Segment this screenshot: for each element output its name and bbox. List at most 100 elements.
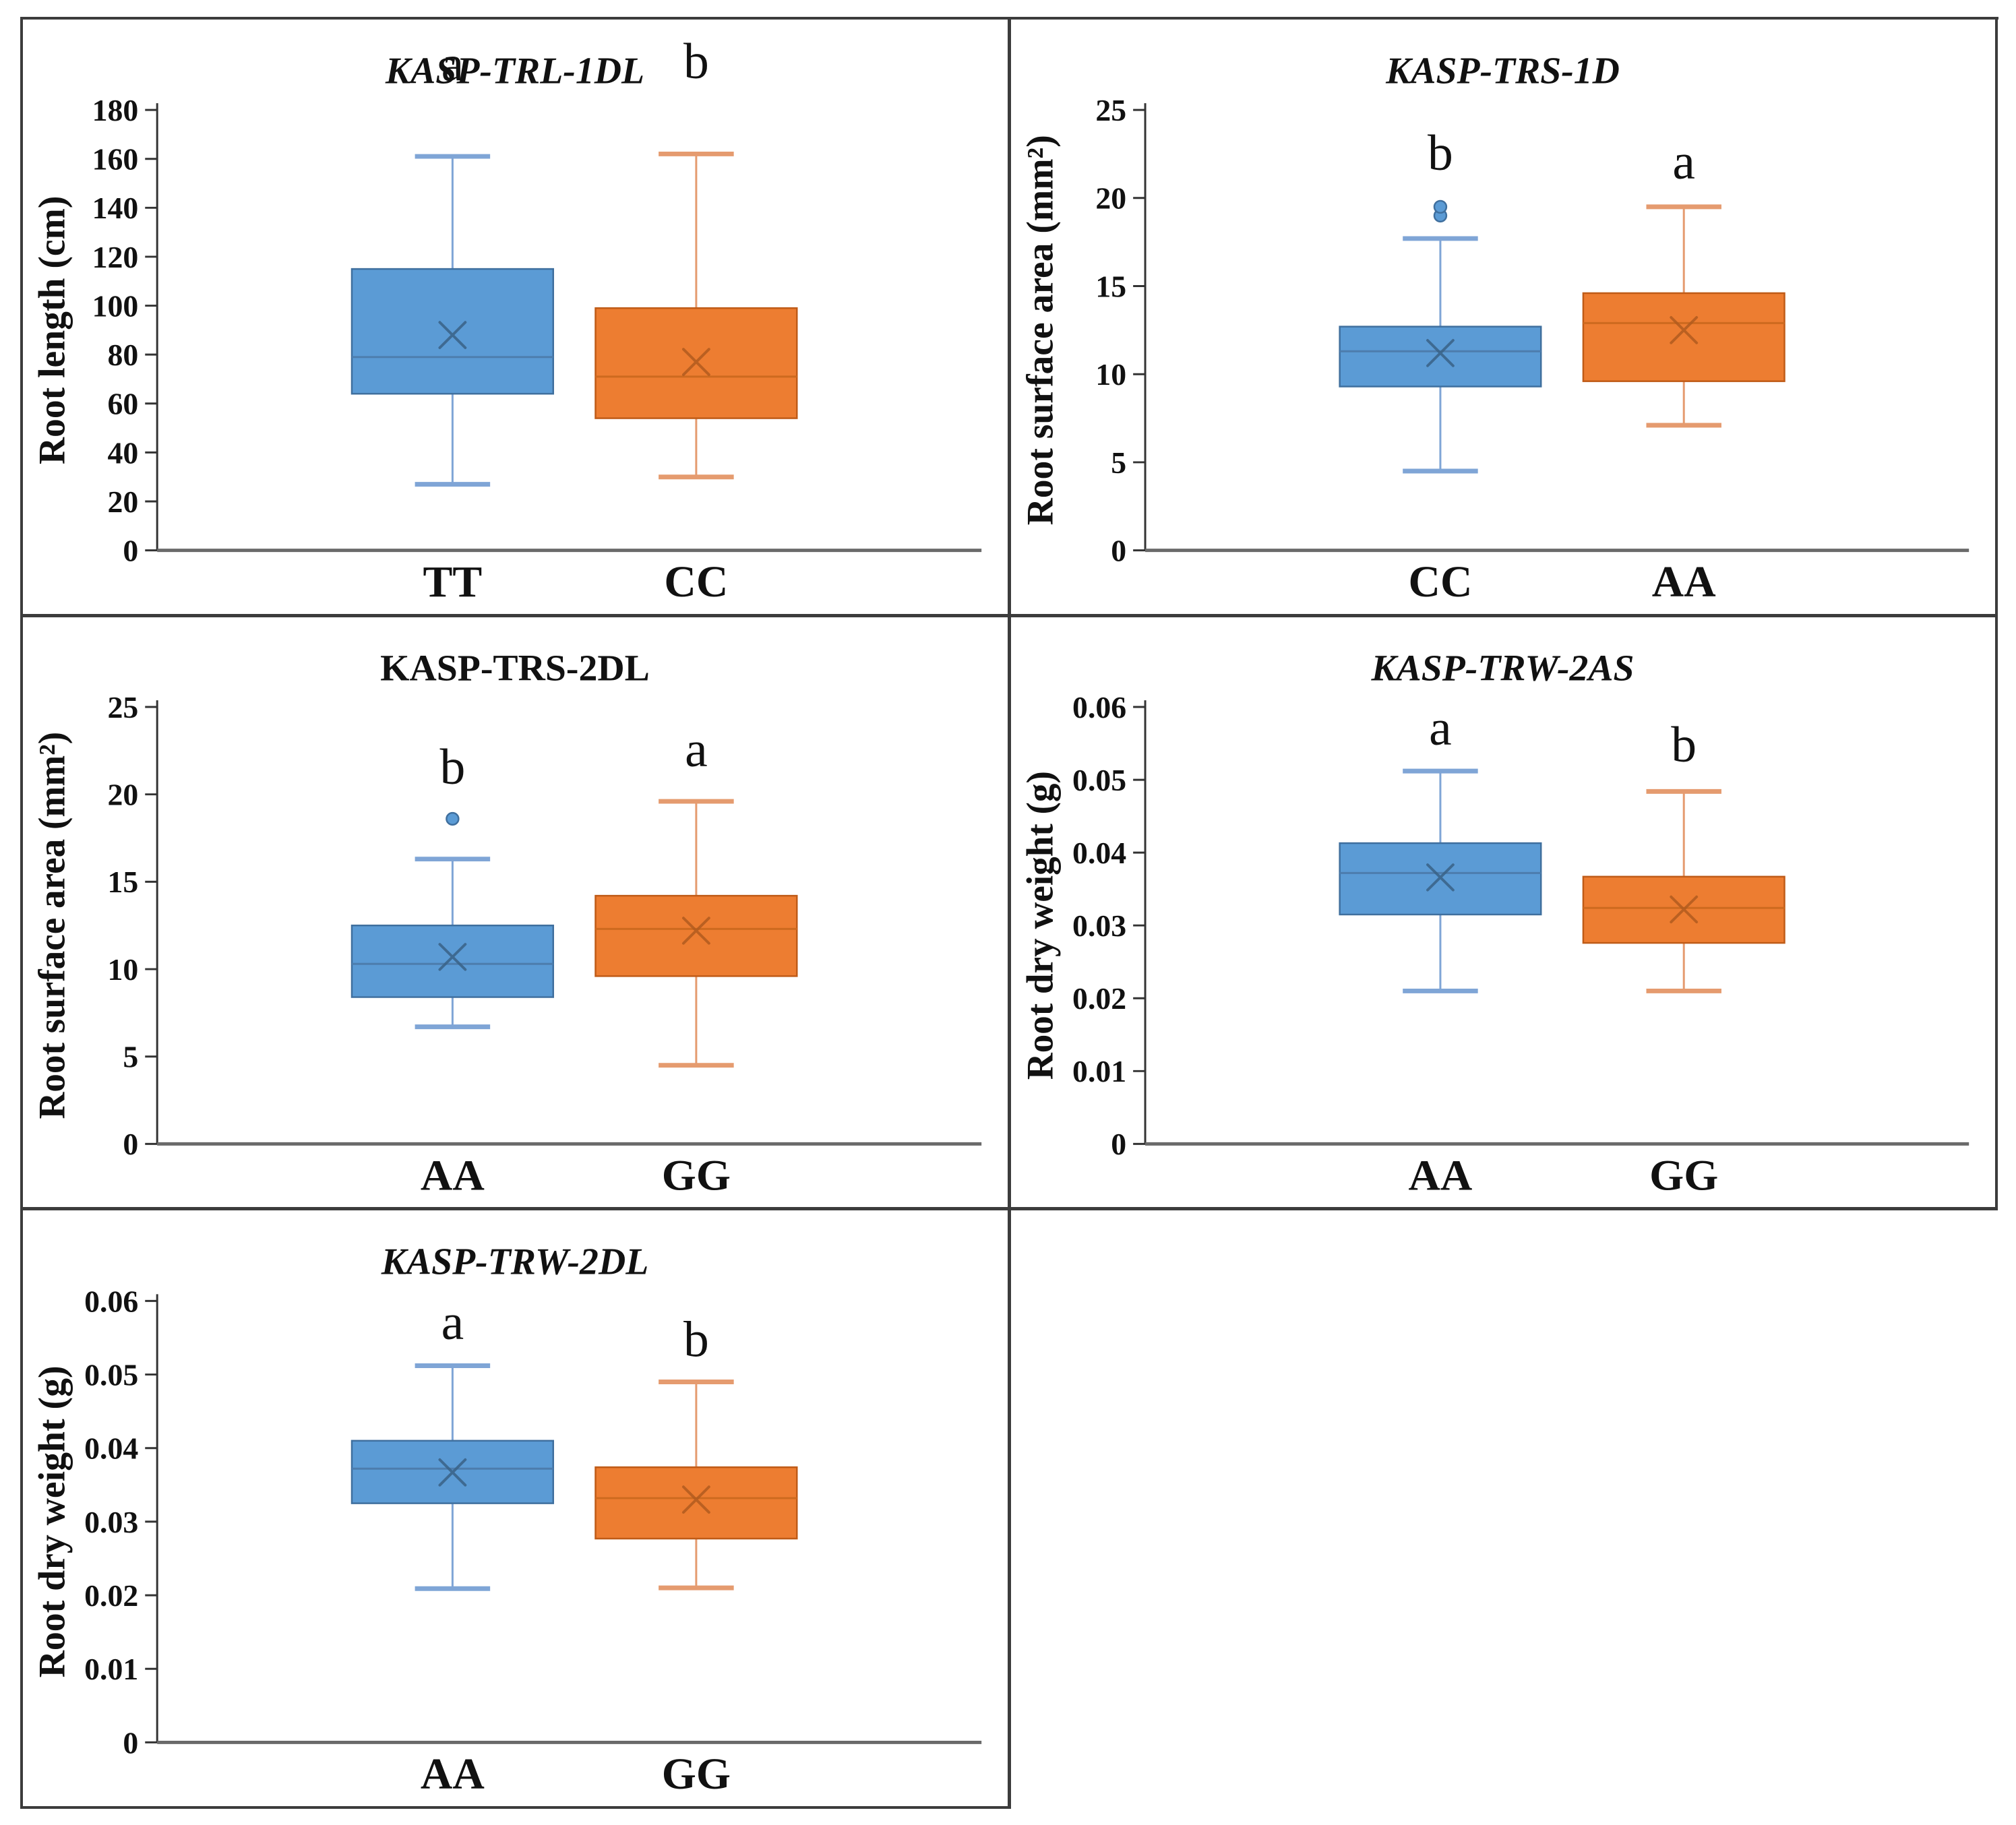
empty-cell-bottom-right <box>1011 1210 1995 1806</box>
tick-label: 0.02 <box>84 1578 138 1613</box>
category-label: GG <box>1649 1152 1718 1200</box>
significance-letter: a <box>441 1295 464 1351</box>
tick-label: 120 <box>92 240 139 274</box>
tick-label: 25 <box>1095 93 1126 127</box>
tick-label: 40 <box>107 435 138 470</box>
tick-label: 15 <box>1095 269 1126 303</box>
significance-letter: a <box>1672 134 1695 190</box>
tick-label: 15 <box>108 865 139 899</box>
panel-kasp-trs-2dl: KASP-TRS-2DL Root surface area (mm²) 0 5 10 1… <box>23 617 1008 1207</box>
tick-label: 20 <box>107 485 138 519</box>
tick-label: 0.05 <box>84 1358 138 1392</box>
panel-title: KASP-TRW-2DL <box>381 1241 649 1283</box>
category-label: AA <box>1652 558 1716 607</box>
category-label: GG <box>662 1750 731 1799</box>
tick-label: 180 <box>92 93 139 127</box>
tick-label: 0 <box>123 1725 138 1760</box>
grid-divider-vertical <box>1008 17 1011 1809</box>
box <box>594 894 798 977</box>
tick-label: 0.02 <box>1072 981 1126 1016</box>
tick-label: 0.03 <box>84 1505 138 1539</box>
y-axis-label: Root length (cm) <box>32 196 73 464</box>
y-axis-label: Root surface area (mm²) <box>1020 135 1062 525</box>
box <box>350 924 555 998</box>
box <box>1339 326 1542 388</box>
mean-marker <box>1426 863 1455 892</box>
tick-label: 25 <box>108 690 139 724</box>
tick-label: 0.06 <box>1072 690 1126 724</box>
significance-letter: a <box>441 36 464 92</box>
panel-title: KASP-TRS-2DL <box>380 648 650 689</box>
category-label: AA <box>421 1750 485 1799</box>
panel-kasp-trw-2as: KASP-TRW-2AS Root dry weight (g) 0 0.01 0.02… <box>1011 617 1995 1207</box>
significance-letter: b <box>683 34 709 90</box>
tick-label: 0.01 <box>84 1652 138 1686</box>
tick-label: 140 <box>92 191 139 225</box>
boxplot-kasp-trl-1dl: KASP-TRL-1DL Root length (cm) 0 20 40 60 80 100… <box>32 34 982 607</box>
tick-label: 0.04 <box>1072 836 1126 870</box>
tick-label: 0.06 <box>84 1284 138 1318</box>
tick-label: 20 <box>108 778 139 812</box>
grid-divider-row2 <box>20 1207 1998 1210</box>
y-axis-label: Root dry weight (g) <box>1019 771 1060 1080</box>
figure-border-left <box>20 17 23 1809</box>
boxplot-kasp-trs-1d: KASP-TRS-1D Root surface area (mm²) 0 5 10 15… <box>1020 50 1969 607</box>
tick-label: 10 <box>108 952 139 987</box>
panel-title: KASP-TRW-2AS <box>1370 648 1634 689</box>
panel-kasp-trl-1dl: KASP-TRL-1DL Root length (cm) 0 20 40 60 80 100… <box>23 20 1008 614</box>
outlier-dot <box>1433 199 1448 214</box>
boxplot-kasp-trw-2dl: KASP-TRW-2DL Root dry weight (g) 0 0.01 0.02… <box>32 1241 982 1799</box>
mean-marker <box>681 1485 710 1514</box>
category-label: CC <box>664 558 728 607</box>
tick-label: 0 <box>1111 1127 1126 1161</box>
box <box>594 1466 798 1540</box>
category-label: AA <box>421 1152 485 1200</box>
tick-label: 160 <box>92 142 139 177</box>
box <box>350 268 555 395</box>
tick-label: 80 <box>107 338 138 372</box>
mean-marker <box>681 917 710 945</box>
mean-marker <box>438 1458 467 1487</box>
tick-label: 0 <box>1111 534 1126 568</box>
tick-label: 0 <box>123 1127 138 1161</box>
tick-label: 5 <box>1111 445 1126 480</box>
category-label: AA <box>1409 1152 1473 1200</box>
tick-label: 10 <box>1095 357 1126 392</box>
tick-label: 100 <box>92 289 139 323</box>
significance-letter: b <box>439 739 465 795</box>
panel-title: KASP-TRL-1DL <box>385 50 644 92</box>
mean-marker <box>438 943 467 971</box>
significance-letter: b <box>1671 717 1697 773</box>
figure-border-bottom <box>20 1806 1011 1809</box>
mean-marker <box>1426 338 1455 367</box>
panel-kasp-trs-1d: KASP-TRS-1D Root surface area (mm²) 0 5 10 15… <box>1011 20 1995 614</box>
tick-label: 0.04 <box>84 1431 138 1466</box>
significance-letter: a <box>685 722 708 778</box>
y-axis-label: Root surface area (mm²) <box>31 732 72 1119</box>
panel-kasp-trw-2dl: KASP-TRW-2DL Root dry weight (g) 0 0.01 0.02… <box>23 1210 1008 1806</box>
tick-label: 0.03 <box>1072 908 1126 943</box>
significance-letter: b <box>1428 125 1453 181</box>
category-label: CC <box>1409 558 1473 607</box>
mean-marker <box>1670 316 1699 344</box>
panel-title: KASP-TRS-1D <box>1385 50 1620 92</box>
grid-divider-row1 <box>20 614 1998 617</box>
tick-label: 0.01 <box>1072 1054 1126 1088</box>
tick-label: 0.05 <box>1072 763 1126 797</box>
box <box>1582 292 1785 382</box>
mean-marker <box>681 348 710 376</box>
category-label: GG <box>662 1152 731 1200</box>
significance-letter: a <box>1429 701 1452 757</box>
y-axis-label: Root dry weight (g) <box>32 1365 73 1677</box>
boxplot-kasp-trw-2as: KASP-TRW-2AS Root dry weight (g) 0 0.01 0.02… <box>1019 648 1969 1200</box>
tick-label: 5 <box>123 1040 138 1074</box>
figure-border-right <box>1995 17 1998 1210</box>
category-label: TT <box>423 558 483 607</box>
tick-label: 0 <box>123 534 138 568</box>
mean-marker <box>1670 895 1699 924</box>
boxplot-kasp-trs-2dl: KASP-TRS-2DL Root surface area (mm²) 0 5 10 1… <box>31 648 982 1200</box>
tick-label: 60 <box>107 387 138 421</box>
significance-letter: b <box>683 1311 709 1367</box>
mean-marker <box>438 321 467 349</box>
